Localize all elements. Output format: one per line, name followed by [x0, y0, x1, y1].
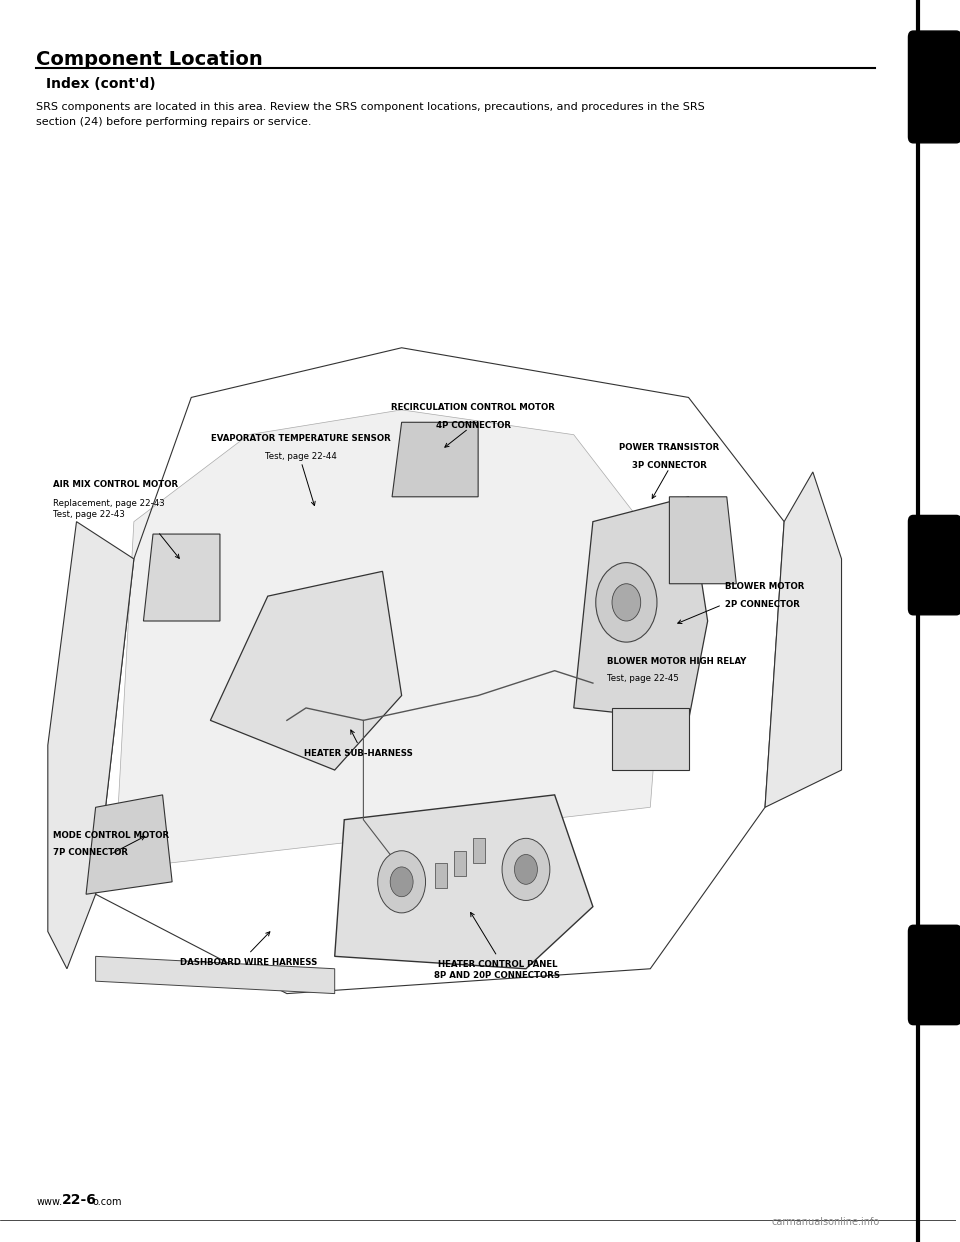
Text: SRS components are located in this area. Review the SRS component locations, pre: SRS components are located in this area.…: [36, 102, 705, 112]
Text: DASHBOARD WIRE HARNESS: DASHBOARD WIRE HARNESS: [180, 958, 318, 966]
Text: RECIRCULATION CONTROL MOTOR: RECIRCULATION CONTROL MOTOR: [392, 404, 555, 412]
Polygon shape: [612, 708, 688, 770]
Text: www.: www.: [36, 1197, 62, 1207]
Text: Test, page 22-44: Test, page 22-44: [265, 452, 337, 461]
Text: 2P CONNECTOR: 2P CONNECTOR: [725, 600, 800, 609]
Polygon shape: [143, 534, 220, 621]
FancyBboxPatch shape: [908, 515, 960, 615]
Text: BLOWER MOTOR: BLOWER MOTOR: [725, 582, 804, 591]
Polygon shape: [48, 522, 133, 969]
Polygon shape: [335, 795, 593, 969]
Text: HEATER CONTROL PANEL: HEATER CONTROL PANEL: [438, 960, 557, 969]
Text: o.com: o.com: [93, 1197, 122, 1207]
Polygon shape: [115, 410, 669, 869]
Bar: [435, 863, 446, 888]
FancyBboxPatch shape: [908, 31, 960, 143]
Text: HEATER SUB-HARNESS: HEATER SUB-HARNESS: [304, 749, 413, 758]
Polygon shape: [86, 795, 172, 894]
FancyBboxPatch shape: [908, 925, 960, 1025]
Circle shape: [612, 584, 640, 621]
Circle shape: [377, 851, 425, 913]
Polygon shape: [669, 497, 736, 584]
Polygon shape: [765, 472, 842, 807]
Text: MODE CONTROL MOTOR: MODE CONTROL MOTOR: [53, 831, 169, 840]
Bar: [473, 838, 485, 863]
Text: Index (cont'd): Index (cont'd): [46, 77, 156, 91]
Polygon shape: [96, 956, 335, 994]
Text: 8P AND 20P CONNECTORS: 8P AND 20P CONNECTORS: [434, 971, 561, 980]
Text: Test, page 22-45: Test, page 22-45: [608, 674, 679, 683]
Text: 4P CONNECTOR: 4P CONNECTOR: [436, 421, 511, 430]
Text: 3P CONNECTOR: 3P CONNECTOR: [632, 461, 707, 469]
Text: BLOWER MOTOR HIGH RELAY: BLOWER MOTOR HIGH RELAY: [608, 657, 747, 666]
Text: 7P CONNECTOR: 7P CONNECTOR: [53, 848, 128, 857]
Circle shape: [502, 838, 550, 900]
Text: section (24) before performing repairs or service.: section (24) before performing repairs o…: [36, 117, 312, 127]
Circle shape: [390, 867, 413, 897]
Bar: [454, 851, 466, 876]
Text: carmanualsonline.info: carmanualsonline.info: [772, 1217, 879, 1227]
Text: Replacement, page 22-43: Replacement, page 22-43: [53, 499, 164, 508]
Polygon shape: [392, 422, 478, 497]
Text: Test, page 22-43: Test, page 22-43: [53, 510, 125, 519]
Text: EVAPORATOR TEMPERATURE SENSOR: EVAPORATOR TEMPERATURE SENSOR: [211, 435, 391, 443]
Circle shape: [515, 854, 538, 884]
Circle shape: [596, 563, 657, 642]
Text: Component Location: Component Location: [36, 50, 263, 68]
Text: 22-6: 22-6: [62, 1194, 97, 1207]
Polygon shape: [574, 497, 708, 720]
Polygon shape: [210, 571, 401, 770]
Text: AIR MIX CONTROL MOTOR: AIR MIX CONTROL MOTOR: [53, 481, 178, 489]
Text: POWER TRANSISTOR: POWER TRANSISTOR: [619, 443, 720, 452]
